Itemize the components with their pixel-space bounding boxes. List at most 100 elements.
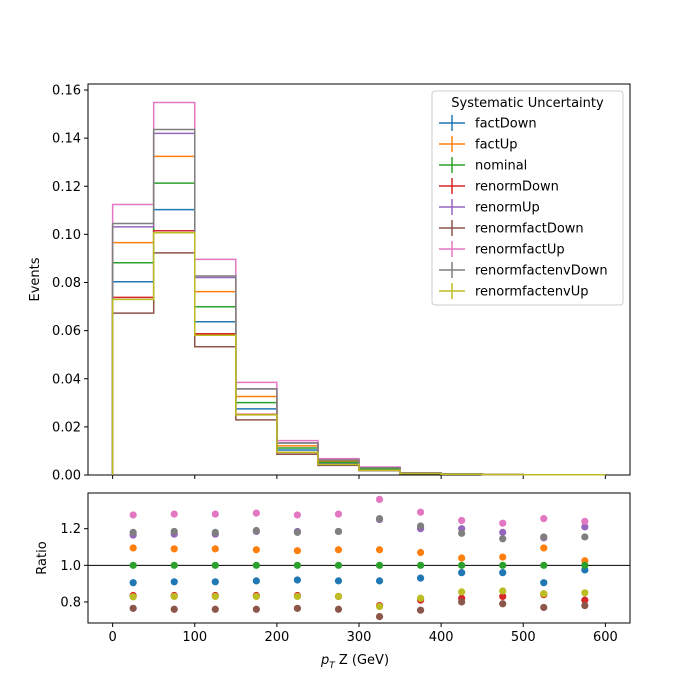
x-tick-label: 100 (182, 630, 207, 645)
ratio-point-factUp (170, 545, 178, 553)
ratio-point-renormfactenvUp (416, 594, 425, 602)
ratio-point-factDown (375, 577, 384, 585)
ratio-panel: Ratio pT Z (GeV) 0.8 1.0 1.2 0 100 200 300 400 5… (35, 492, 631, 671)
ratio-point-factDown (129, 579, 137, 587)
bottom-axes-frame (87, 492, 631, 624)
ratio-point-nominal (540, 561, 548, 569)
x-tick-label: 200 (264, 630, 289, 645)
ratio-point-renormfactUp (416, 508, 425, 516)
ratio-point-renormfactenvUp (211, 592, 219, 601)
ratio-point-nominal (334, 561, 343, 569)
legend: Systematic Uncertainty factDown factUp nom… (431, 90, 624, 306)
ratio-point-factDown (499, 569, 507, 577)
ratio-point-factUp (416, 548, 425, 557)
bottom-y-tick-label: 0.8 (60, 595, 81, 610)
top-y-tick-label: 0.14 (52, 132, 81, 147)
ratio-point-renormfactenvDown (375, 515, 384, 523)
ratio-point-factUp (252, 546, 260, 554)
ratio-point-factUp (540, 544, 548, 552)
ratio-point-factDown (540, 579, 548, 587)
ratio-point-renormfactenvDown (499, 535, 507, 543)
ratio-point-renormfactenvDown (170, 527, 178, 536)
legend-label-renormfactUp: renormfactUp (475, 243, 565, 258)
legend-label-renormfactenvUp: renormfactenvUp (475, 285, 589, 300)
ratio-point-nominal (416, 561, 425, 569)
x-tick-label: 300 (347, 630, 372, 645)
ratio-point-nominal (211, 561, 219, 569)
bottom-y-tick-label: 1.2 (60, 522, 81, 537)
ratio-point-renormfactDown (170, 605, 178, 613)
ratio-point-factDown (211, 578, 219, 586)
legend-label-renormfactenvDown: renormfactenvDown (475, 264, 608, 279)
events-histogram-panel: Events 0.00 0.02 0.04 0.06 0.08 0.10 0.12 0.14 0… (28, 83, 631, 484)
legend-label-renormUp: renormUp (475, 201, 540, 216)
ratio-point-renormfactenvUp (499, 587, 507, 595)
x-axis-label: pT Z (GeV) (320, 653, 389, 671)
ratio-point-renormfactenvUp (458, 588, 466, 596)
x-axis-label-sub: T (329, 661, 336, 671)
x-tick-label: 0 (108, 630, 116, 645)
ratio-point-factUp (129, 544, 137, 552)
ratio-point-renormfactUp (458, 516, 466, 525)
ratio-point-renormDown (499, 592, 507, 601)
top-y-axis-label: Events (28, 257, 43, 301)
top-y-tick-label: 0.00 (52, 469, 81, 484)
ratio-point-renormUp (499, 528, 507, 536)
ratio-point-renormfactUp (540, 515, 548, 523)
ratio-point-renormfactenvUp (375, 602, 384, 611)
ratio-point-renormfactDown (334, 605, 343, 613)
ratio-point-renormfactenvDown (293, 528, 302, 536)
ratio-point-factDown (416, 574, 425, 582)
top-y-tick-label: 0.02 (52, 420, 81, 435)
ratio-point-renormDown (581, 596, 589, 604)
ratio-point-renormfactUp (334, 510, 343, 518)
ratio-point-nominal (293, 561, 302, 569)
ratio-point-renormfactUp (252, 509, 260, 517)
legend-label-renormfactDown: renormfactDown (475, 222, 584, 237)
ratio-point-renormfactDown (375, 612, 384, 621)
legend-label-factUp: factUp (475, 138, 518, 153)
ratio-point-renormfactenvDown (416, 522, 425, 530)
ratio-point-renormfactenvUp (334, 592, 343, 601)
ratio-point-renormfactenvUp (293, 592, 302, 601)
ratio-point-renormfactenvDown (211, 528, 219, 536)
ratio-point-nominal (170, 561, 178, 569)
ratio-point-nominal (581, 561, 589, 569)
ratio-point-renormfactDown (129, 604, 137, 612)
bottom-y-axis-label: Ratio (35, 541, 50, 574)
top-y-tick-label: 0.16 (52, 84, 81, 99)
ratio-point-renormfactDown (499, 600, 507, 608)
x-tick-label: 600 (593, 630, 618, 645)
ratio-point-renormfactenvUp (252, 592, 260, 601)
ratio-point-nominal (129, 561, 137, 569)
ratio-point-renormfactUp (375, 495, 384, 504)
step-line-renormfactenvUp (111, 231, 606, 476)
bottom-y-tick-label: 1.0 (60, 559, 81, 574)
ratio-point-factDown (334, 577, 343, 585)
ratio-point-factUp (375, 546, 384, 554)
ratio-point-renormfactenvDown (334, 527, 343, 536)
legend-label-factDown: factDown (475, 117, 537, 132)
ratio-point-factUp (211, 545, 219, 553)
ratio-point-nominal (375, 561, 384, 569)
ratio-point-renormUp (581, 523, 589, 531)
ratio-point-renormfactUp (211, 510, 219, 518)
ratio-point-nominal (499, 561, 507, 569)
ratio-point-renormfactenvDown (129, 528, 137, 536)
ratio-point-renormfactenvDown (540, 533, 548, 541)
ratio-point-renormfactDown (252, 605, 260, 613)
top-y-tick-label: 0.08 (52, 276, 81, 291)
ratio-point-renormfactDown (211, 605, 219, 613)
top-y-tick-label: 0.12 (52, 180, 81, 195)
ratio-point-factUp (458, 554, 466, 562)
ratio-point-renormfactDown (416, 606, 425, 614)
ratio-point-renormfactenvDown (252, 526, 260, 535)
ratio-point-renormfactenvUp (540, 590, 548, 598)
top-y-tick-label: 0.10 (52, 228, 81, 243)
legend-frame (431, 90, 624, 306)
ratio-point-renormfactUp (581, 517, 589, 525)
ratio-point-factUp (293, 547, 302, 555)
ratio-point-renormfactDown (581, 602, 589, 610)
ratio-point-factDown (293, 576, 302, 584)
